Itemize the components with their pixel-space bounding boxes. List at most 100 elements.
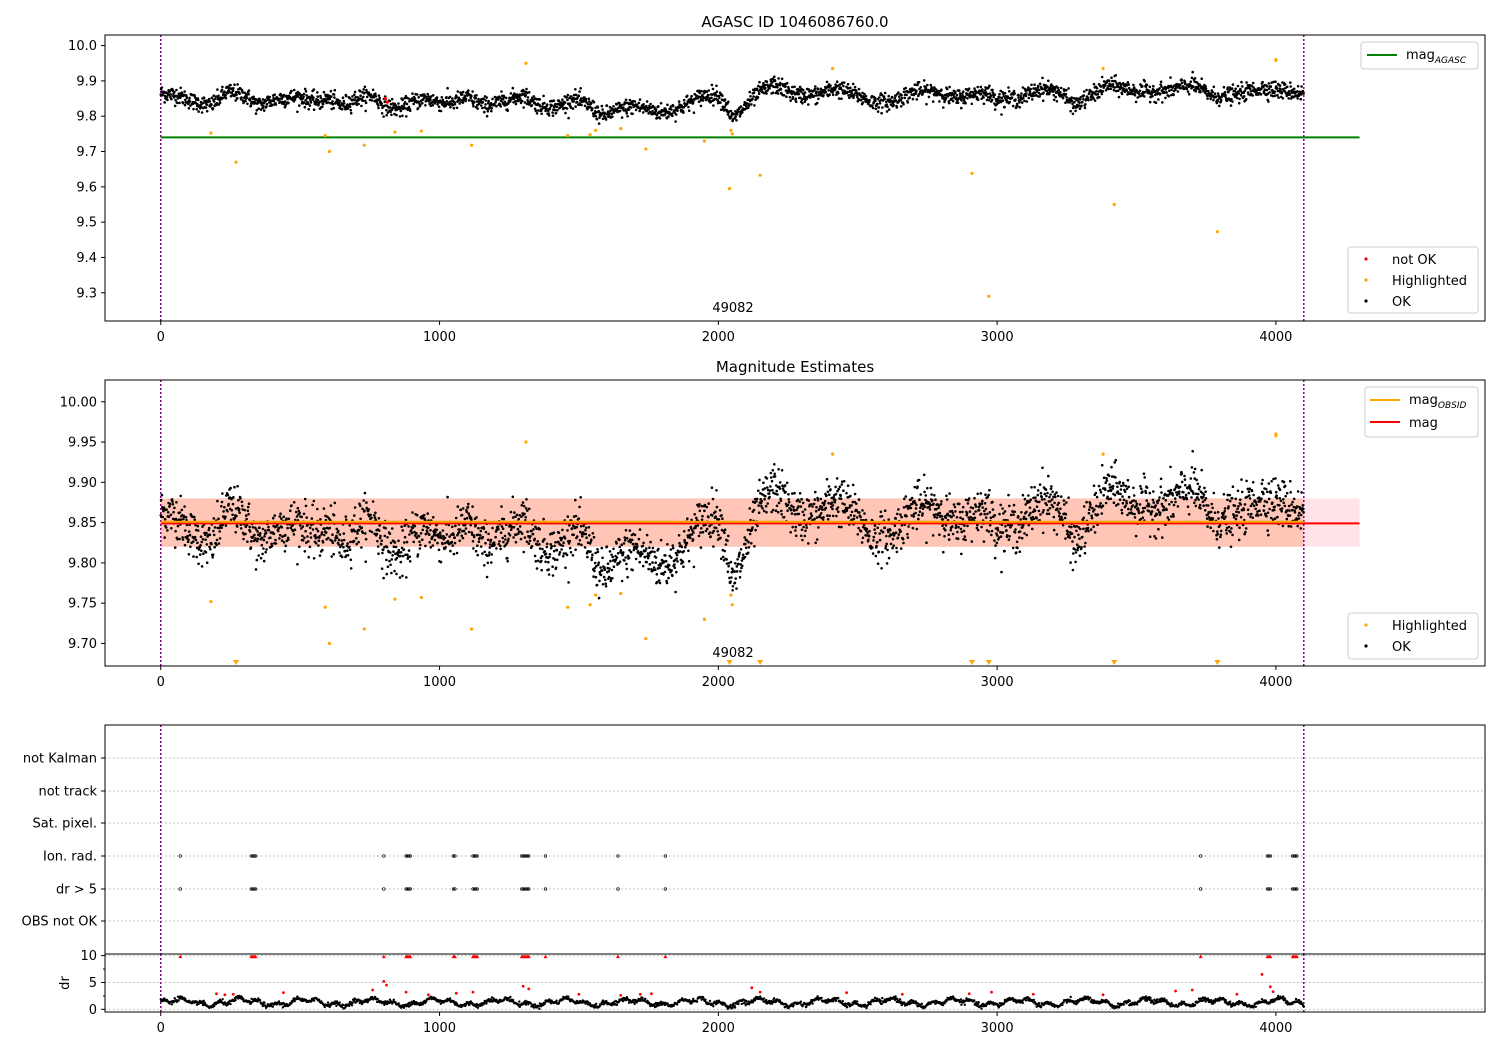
- ok-point: [257, 554, 261, 557]
- ok-point: [622, 542, 626, 545]
- ok-point: [905, 514, 908, 518]
- ok-point: [833, 500, 837, 504]
- ok-point: [931, 100, 935, 103]
- ok-point: [859, 515, 862, 519]
- highlighted-point: [594, 128, 598, 132]
- ok-point: [210, 103, 213, 106]
- ok-point: [191, 93, 194, 97]
- ok-point: [449, 105, 452, 109]
- ok-point: [441, 529, 445, 532]
- ok-point: [714, 510, 717, 513]
- ok-point: [246, 102, 249, 106]
- ok-point: [424, 544, 427, 548]
- ok-point: [1300, 85, 1303, 88]
- ok-point: [723, 98, 727, 101]
- ok-point: [773, 463, 776, 466]
- ok-point: [361, 99, 365, 102]
- ok-point: [244, 99, 247, 103]
- ok-point: [461, 90, 465, 94]
- ok-point: [700, 518, 704, 521]
- ok-point: [1001, 99, 1005, 102]
- ok-point: [924, 86, 928, 89]
- ok-point: [712, 529, 716, 533]
- ok-point: [353, 90, 357, 94]
- ok-point: [287, 517, 291, 521]
- ok-point: [424, 104, 427, 107]
- ok-point: [638, 98, 642, 101]
- ok-point: [530, 104, 534, 107]
- ok-point: [303, 536, 306, 540]
- ok-point: [292, 501, 296, 504]
- ok-point: [526, 96, 530, 99]
- ok-point: [578, 505, 581, 509]
- ok-point: [506, 539, 510, 543]
- ok-point: [566, 529, 569, 532]
- ok-point: [853, 85, 857, 89]
- ok-point: [1223, 90, 1227, 94]
- ok-point: [769, 83, 772, 86]
- ok-point: [592, 100, 596, 104]
- ok-point: [741, 111, 744, 114]
- panel1-annotation: 49082: [712, 301, 753, 316]
- ok-point: [696, 95, 700, 98]
- ok-point: [752, 508, 756, 512]
- ok-point: [261, 98, 265, 101]
- ok-point: [580, 543, 583, 547]
- ok-point: [1098, 95, 1101, 99]
- ok-point: [544, 552, 548, 556]
- ok-point: [178, 101, 181, 105]
- ok-point: [475, 94, 478, 97]
- ok-point: [982, 102, 986, 106]
- ok-point: [530, 529, 533, 533]
- ok-point: [464, 532, 467, 535]
- ok-point: [970, 102, 974, 106]
- ok-point: [518, 525, 522, 528]
- ok-point: [321, 548, 324, 552]
- ok-point: [389, 110, 392, 114]
- ok-point: [922, 79, 926, 82]
- ok-point: [485, 96, 489, 99]
- ok-point: [262, 104, 265, 108]
- ok-point: [380, 543, 383, 546]
- ok-point: [835, 514, 838, 518]
- ok-point: [584, 97, 588, 101]
- ok-point: [222, 510, 225, 513]
- ok-point: [486, 561, 490, 565]
- ok-point: [194, 538, 198, 542]
- ok-point: [346, 542, 350, 545]
- ok-point: [501, 527, 505, 530]
- ok-point: [777, 77, 780, 80]
- ok-point: [735, 112, 739, 116]
- ok-point: [527, 542, 531, 545]
- ok-point: [487, 554, 491, 557]
- ok-point: [826, 518, 830, 521]
- ok-point: [1078, 101, 1081, 105]
- ok-point: [857, 87, 861, 91]
- ok-point: [472, 100, 476, 104]
- ok-point: [979, 92, 983, 96]
- highlighted-point: [729, 128, 733, 132]
- ok-point: [526, 509, 529, 512]
- ok-point: [315, 101, 319, 104]
- ok-point: [229, 94, 233, 98]
- ok-point: [1179, 87, 1182, 90]
- ok-point: [757, 84, 760, 88]
- ok-point: [573, 97, 577, 101]
- ok-point: [989, 94, 993, 97]
- ok-point: [375, 532, 379, 536]
- ok-point: [237, 498, 240, 502]
- ok-point: [415, 532, 418, 535]
- ok-point: [880, 111, 883, 115]
- ok-point: [357, 540, 360, 544]
- ok-point: [807, 103, 810, 106]
- ok-point: [353, 93, 356, 96]
- ok-point: [782, 515, 786, 519]
- ok-point: [344, 94, 348, 98]
- ok-point: [596, 550, 600, 554]
- ok-point: [169, 93, 173, 96]
- ok-point: [1182, 85, 1185, 88]
- ok-point: [377, 94, 381, 97]
- ok-point: [481, 101, 485, 104]
- ok-point: [615, 103, 618, 106]
- ok-point: [877, 106, 881, 109]
